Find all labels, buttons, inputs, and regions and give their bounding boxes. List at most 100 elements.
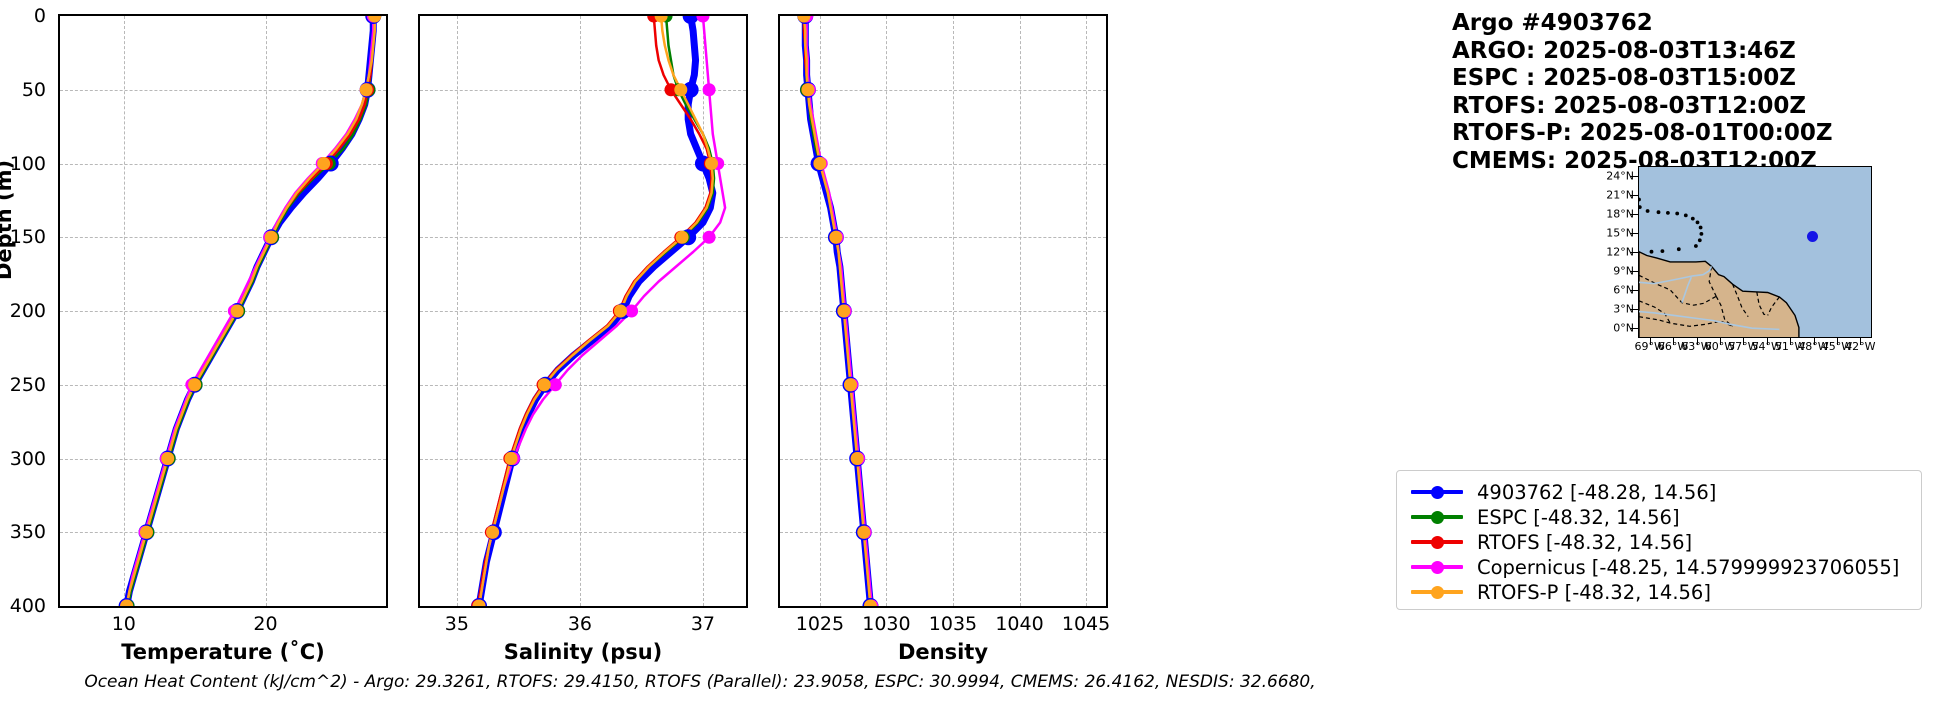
series-line-espc	[126, 16, 376, 606]
gridline-horizontal	[780, 458, 1106, 460]
ocean-heat-content-caption: Ocean Heat Content (kJ/cm^2) - Argo: 29.…	[84, 672, 1316, 692]
map-island	[1660, 249, 1665, 253]
legend-line-swatch	[1411, 535, 1463, 549]
legend-line-swatch	[1411, 585, 1463, 599]
series-marker	[230, 304, 244, 318]
series-marker	[654, 16, 668, 23]
legend-item[interactable]: RTOFS-P [-48.32, 14.56]	[1411, 579, 1711, 605]
map-island	[1694, 244, 1698, 248]
map-lon-tick	[1649, 338, 1651, 345]
map-country-border	[1715, 296, 1733, 327]
series-marker	[702, 83, 716, 97]
gridline-horizontal	[780, 384, 1106, 386]
source-timestamp-line: ARGO: 2025-08-03T13:46Z	[1452, 37, 1796, 64]
temperature-profile-panel	[58, 14, 388, 608]
legend-marker-dot	[1430, 535, 1444, 549]
density-profile-panel	[778, 14, 1108, 608]
temperature-axis-title: Temperature (˚C)	[121, 640, 325, 664]
series-marker	[120, 599, 134, 606]
map-river	[1639, 310, 1780, 331]
legend-line-swatch	[1411, 485, 1463, 499]
map-island	[1675, 211, 1680, 216]
map-lon-label: 66°W	[1657, 340, 1689, 353]
legend-item[interactable]: RTOFS [-48.32, 14.56]	[1411, 529, 1692, 555]
gridline-horizontal	[60, 384, 386, 386]
series-line-rtofs-p	[477, 16, 715, 606]
legend-item[interactable]: ESPC [-48.32, 14.56]	[1411, 504, 1680, 530]
map-lon-tick	[1766, 338, 1768, 345]
salinity-series-svg	[471, 16, 727, 606]
series-marker	[317, 157, 331, 170]
map-landmass	[1639, 250, 1800, 337]
map-country-border	[1732, 283, 1749, 318]
x-tick-label: 36	[567, 613, 593, 635]
density-axis-title: Density	[897, 640, 989, 664]
series-line-rtofs	[125, 16, 376, 606]
map-lat-tick	[1630, 252, 1638, 253]
gridline-horizontal	[60, 89, 386, 91]
series-legend[interactable]: 4903762 [-48.28, 14.56] ESPC [-48.32, 14.…	[1396, 470, 1922, 610]
density-plot-area	[780, 16, 1106, 606]
map-lon-tick	[1743, 338, 1745, 345]
depth-axis-title: Depth (m)	[0, 159, 16, 280]
series-marker	[548, 378, 562, 392]
map-lon-tick	[1860, 338, 1862, 345]
map-country-border	[1639, 300, 1671, 324]
float-location-marker	[1806, 231, 1818, 243]
map-lat-label: 3°N	[1613, 302, 1634, 316]
map-lat-label: 6°N	[1613, 283, 1634, 297]
legend-label: 4903762 [-48.28, 14.56]	[1477, 480, 1717, 504]
gridline-horizontal	[60, 311, 386, 312]
legend-marker-dot	[1430, 485, 1444, 499]
gridline-horizontal	[420, 237, 746, 239]
legend-line-swatch	[1411, 560, 1463, 574]
series-line-4903762	[123, 16, 377, 606]
map-island	[1649, 249, 1654, 254]
gridline-horizontal	[780, 89, 1106, 91]
map-lon-label: 57°W	[1728, 340, 1759, 353]
salinity-plot-area	[420, 16, 746, 606]
x-tick-label: 1030	[862, 613, 911, 635]
legend-item[interactable]: Copernicus [-48.25, 14.579999923706055]	[1411, 554, 1899, 580]
x-tick-label: 1040	[995, 613, 1044, 635]
series-marker	[674, 83, 688, 97]
gridline-horizontal	[780, 311, 1106, 312]
map-lon-tick	[1836, 338, 1838, 345]
series-marker	[682, 81, 699, 98]
legend-label: Copernicus [-48.25, 14.579999923706055]	[1477, 555, 1900, 579]
legend-item[interactable]: 4903762 [-48.28, 14.56]	[1411, 479, 1716, 505]
depth-tick-label: 250	[9, 373, 46, 396]
depth-tick-label: 300	[9, 447, 46, 470]
density-series-svg	[797, 16, 879, 606]
map-island	[1690, 216, 1695, 221]
series-marker	[801, 83, 815, 97]
gridline-horizontal	[420, 89, 746, 91]
map-island	[1697, 238, 1702, 243]
series-marker	[863, 599, 877, 606]
map-lon-label: 51°W	[1774, 340, 1806, 353]
salinity-axis-title: Salinity (psu)	[503, 640, 663, 664]
series-marker	[813, 157, 827, 170]
argo-title-block: Argo #4903762 ARGO: 2025-08-03T13:46Z ESPC…	[1452, 10, 1922, 175]
gridline-horizontal	[420, 163, 746, 165]
series-marker	[675, 230, 689, 244]
series-marker	[705, 157, 719, 170]
x-tick-label: 10	[111, 613, 136, 635]
map-lat-label: 9°N	[1613, 264, 1634, 278]
map-lon-tick	[1719, 338, 1721, 345]
series-line-copernicus	[125, 16, 375, 606]
salinity-profile-panel	[418, 14, 748, 608]
x-tick-label: 20	[253, 613, 278, 635]
location-inset-map: 24°N 21°N 18°N 15°N 12°N 9°N 6°N 3°N 0°N 69°W 66°W…	[1600, 166, 1875, 354]
gridline-horizontal	[780, 237, 1106, 239]
series-marker	[359, 83, 373, 97]
map-island	[1695, 220, 1700, 225]
x-tick-label: 1045	[1061, 613, 1111, 635]
map-island	[1699, 232, 1704, 236]
gridline-horizontal	[420, 384, 746, 386]
map-lon-label: 69°W	[1634, 340, 1665, 353]
temperature-series-svg	[118, 16, 382, 606]
argo-id-title: Argo #4903762	[1452, 10, 1653, 36]
map-island	[1666, 211, 1670, 215]
series-marker	[696, 16, 710, 23]
